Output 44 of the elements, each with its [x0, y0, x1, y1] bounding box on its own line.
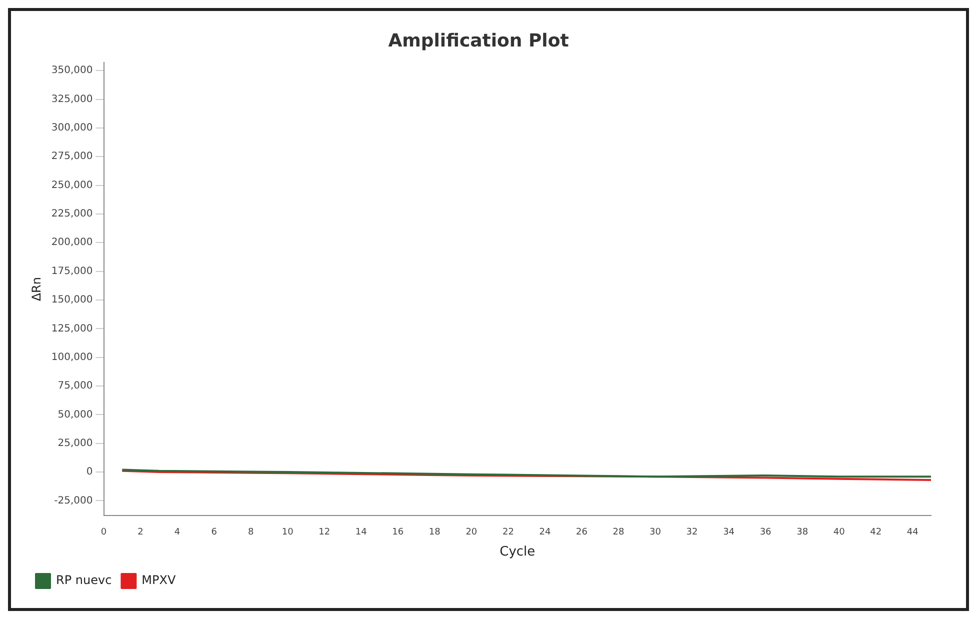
x-tick-label: 40 — [833, 527, 846, 538]
x-tick-label: 8 — [248, 527, 254, 538]
x-tick-label: 24 — [539, 527, 551, 538]
x-tick-label: 18 — [428, 527, 441, 538]
y-tick-label: 100,000 — [51, 352, 93, 363]
y-tick-label: 125,000 — [51, 323, 93, 334]
y-tick-label: 225,000 — [51, 208, 93, 220]
y-tick-label: 150,000 — [51, 294, 93, 306]
x-tick-label: 14 — [355, 527, 368, 538]
y-tick-label: 50,000 — [58, 409, 93, 420]
x-tick-label: 20 — [466, 527, 478, 538]
chart-title: Amplification Plot — [388, 30, 570, 52]
x-tick-label: 2 — [138, 527, 144, 538]
x-tick-label: 22 — [502, 527, 514, 538]
x-tick-label: 26 — [576, 527, 588, 538]
y-tick-label: 325,000 — [51, 94, 93, 105]
legend-label: RP nuevc — [56, 573, 112, 588]
x-tick-label: 38 — [796, 527, 808, 538]
x-tick-label: 44 — [906, 527, 919, 538]
x-tick-label: 34 — [723, 527, 735, 538]
y-tick-label: 200,000 — [51, 237, 93, 248]
x-tick-label: 30 — [650, 527, 662, 538]
y-tick-label: 175,000 — [51, 266, 93, 277]
x-tick-label: 0 — [100, 527, 107, 538]
x-tick-label: 28 — [612, 527, 624, 538]
x-tick-label: 10 — [282, 527, 294, 538]
x-axis-title: Cycle — [500, 544, 536, 560]
x-tick-label: 4 — [174, 527, 180, 538]
y-tick-label: 275,000 — [51, 151, 93, 162]
y-tick-label: 300,000 — [51, 122, 93, 134]
legend-label: MPXV — [142, 573, 176, 588]
x-tick-label: 6 — [211, 527, 218, 538]
x-tick-label: 32 — [686, 527, 698, 538]
y-tick-label: -25,000 — [54, 495, 93, 506]
y-tick-label: 25,000 — [58, 438, 93, 449]
y-tick-label: 75,000 — [58, 380, 93, 392]
x-tick-label: 12 — [318, 527, 330, 538]
x-tick-label: 36 — [760, 527, 772, 538]
x-tick-label: 16 — [392, 527, 404, 538]
y-axis-title: ΔRn — [29, 277, 44, 302]
x-tick-label: 42 — [870, 527, 882, 538]
y-tick-label: 350,000 — [51, 65, 93, 76]
y-tick-label: 0 — [86, 466, 93, 478]
y-tick-label: 250,000 — [51, 180, 93, 191]
